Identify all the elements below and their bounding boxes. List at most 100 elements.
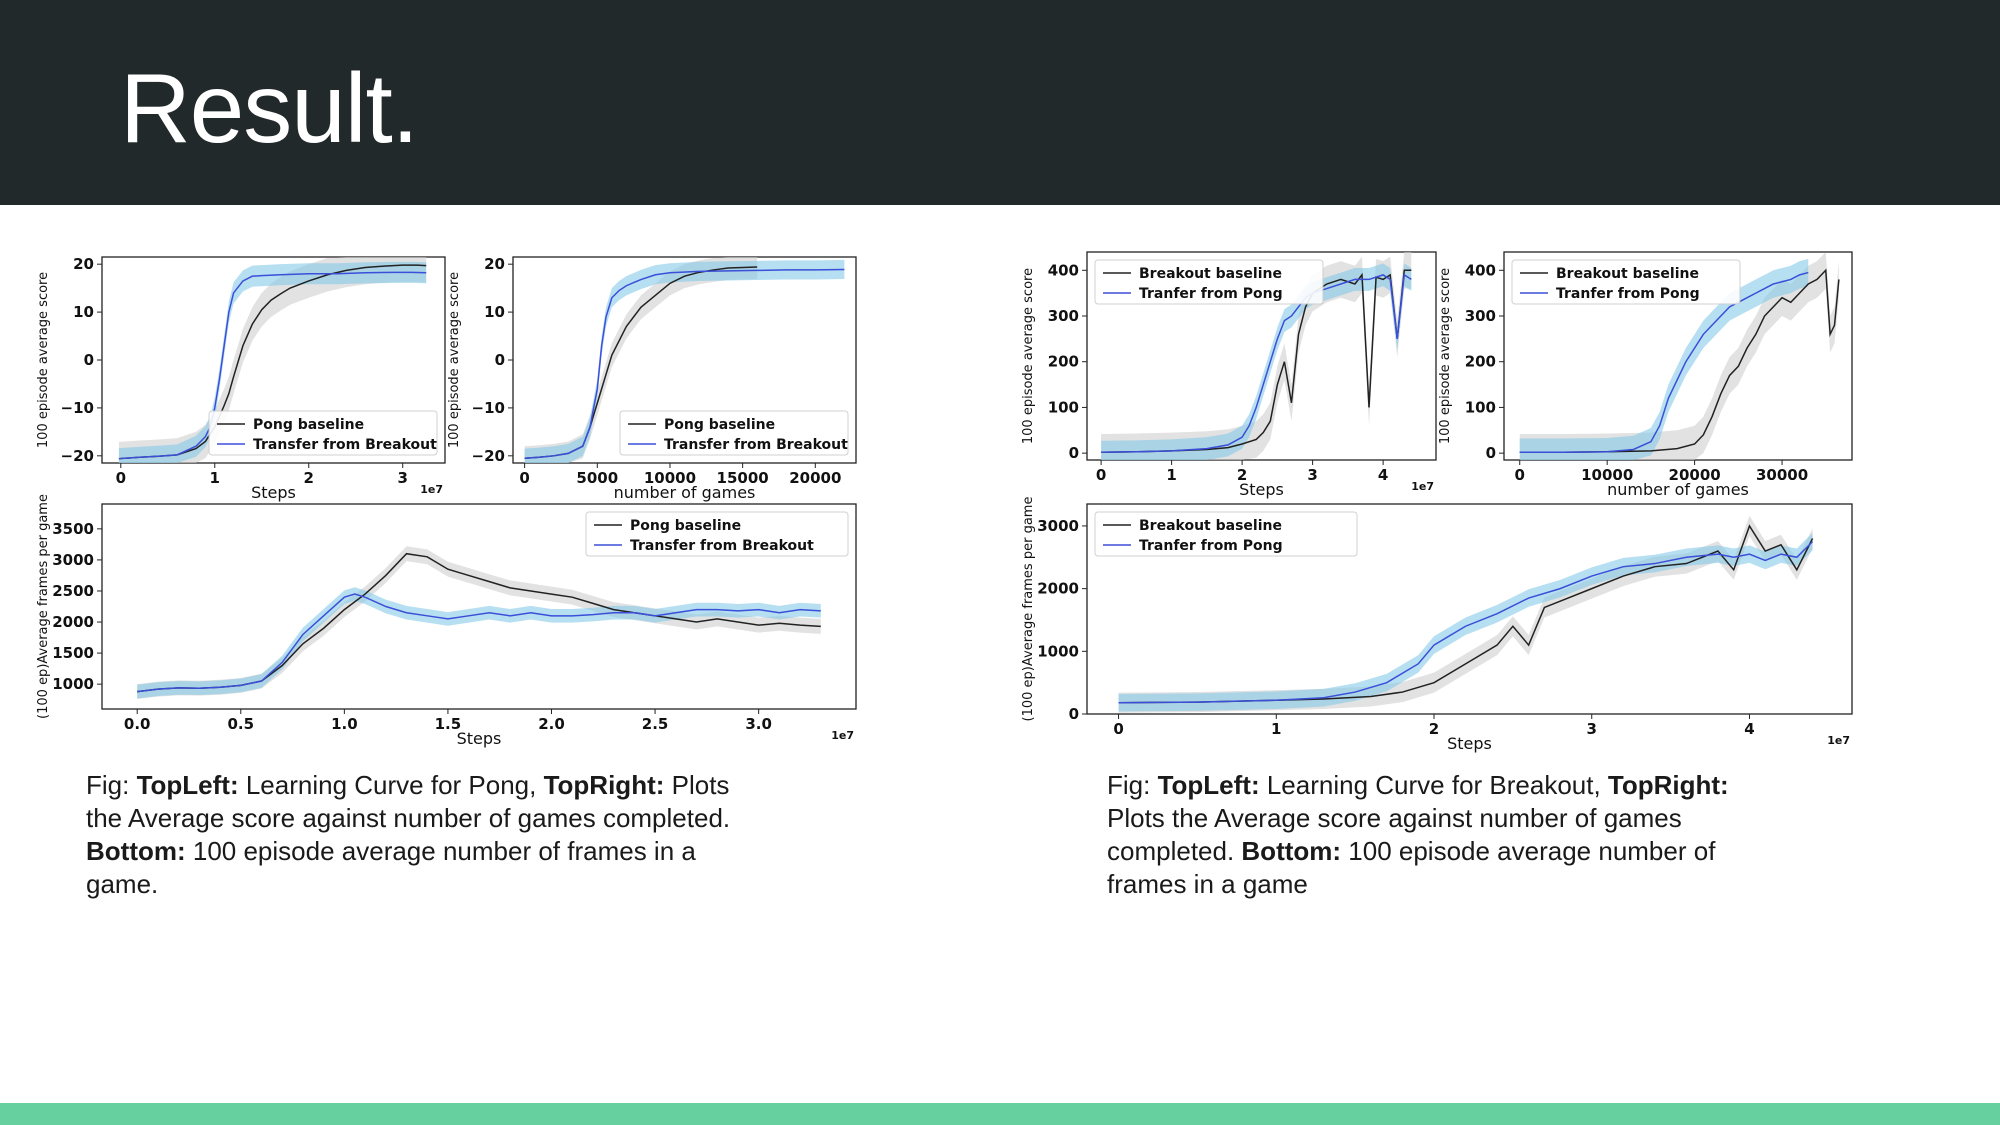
legend-label: Tranfer from Pong [1556,286,1700,302]
x-tick-label: 0 [1113,720,1123,738]
y-tick-label: 2000 [1037,580,1079,598]
series-line [137,593,821,693]
x-tick-label: 0 [519,469,529,487]
x-tick-label: 20000 [1669,466,1721,484]
legend-label: Breakout baseline [1139,518,1282,534]
legend-label: Pong baseline [253,417,364,433]
y-tick-label: 400 [1465,261,1496,279]
legend-label: Pong baseline [630,518,741,534]
x-axis-label: Steps [1239,480,1284,499]
y-tick-label: 10 [484,303,505,321]
legend-box [1094,259,1324,305]
x-tick-label: 30000 [1756,466,1808,484]
x-tick-label: 3.0 [745,715,772,733]
legend-label: Pong baseline [664,417,775,433]
caption-bold-topright: TopRight: [543,770,665,800]
y-tick-label: 3000 [1037,517,1079,535]
series-line [118,271,427,460]
y-tick-label: 3000 [52,551,94,569]
caption-bold-topright: TopRight: [1607,770,1729,800]
y-tick-label: 2500 [52,582,94,600]
y-tick-label: 100 [1048,398,1079,416]
y-tick-label: −10 [61,399,94,417]
legend-label: Breakout baseline [1556,266,1699,282]
x-tick-label: 5000 [576,469,618,487]
x-tick-label: 3 [1587,720,1597,738]
x-tick-label: 0.0 [124,715,151,733]
legend-box [1511,259,1741,305]
legend: Breakout baseline Tranfer from Pong [1094,511,1358,557]
legend-label: Transfer from Breakout [664,437,848,453]
x-tick-label: 1 [1271,720,1281,738]
x-tick-label: 3 [397,469,407,487]
caption-bold-topleft: TopLeft: [136,770,239,800]
caption-text: Plots the Average score against number o… [1107,803,1682,866]
y-tick-label: 0 [1069,444,1079,462]
legend-label: Breakout baseline [1139,266,1282,282]
x-tick-label: 1.0 [331,715,358,733]
x-axis-label: number of games [614,483,756,502]
caption-prefix: Fig: [1107,770,1158,800]
y-tick-label: 10 [73,303,94,321]
series-line [524,268,845,459]
pong-frames-group: 0.0 0.5 1.0 1.5 2.0 2.5 3.0 1000 1500 2000 2500 300… [36,494,857,748]
caption-bold-topleft: TopLeft: [1157,770,1260,800]
x-offset-label: 1e7 [420,483,443,496]
x-tick-label: 2 [304,469,314,487]
x-offset-label: 1e7 [831,729,854,742]
legend: Pong baseline Transfer from Breakout [619,410,849,456]
x-tick-label: 4 [1378,466,1388,484]
caption-text: 100 episode average number of frames in … [86,836,696,899]
y-tick-label: 300 [1465,307,1496,325]
series-line [1519,268,1840,453]
y-tick-label: 1000 [52,675,94,693]
y-tick-label: 300 [1048,307,1079,325]
left-caption: Fig: TopLeft: Learning Curve for Pong, T… [86,769,766,901]
series-line [1118,541,1814,704]
caption-text: Learning Curve for Breakout, [1259,770,1608,800]
legend-box [1094,511,1358,557]
x-axis-label: Steps [1447,734,1492,753]
x-offset-label: 1e7 [1411,480,1434,493]
legend: Breakout baseline Tranfer from Pong [1094,259,1324,305]
legend-box [208,410,438,456]
title-bar: Result. [0,0,2000,205]
y-tick-label: 20 [73,255,94,273]
x-tick-label: 0 [1096,466,1106,484]
x-tick-label: 20000 [789,469,841,487]
y-tick-label: 1000 [1037,642,1079,660]
slide-title: Result. [120,53,419,163]
y-axis-label: 100 episode average score [1438,268,1453,444]
caption-text: 100 episode average number of frames in … [1107,836,1716,899]
y-tick-label: 200 [1465,353,1496,371]
series-line [1118,524,1814,704]
pong-steps-group: 0 1 2 3 −20 −10 0 10 20 Steps 100 episode average … [36,255,446,502]
caption-text: Learning Curve for Pong, [238,770,544,800]
y-tick-label: 200 [1048,353,1079,371]
x-tick-label: 3 [1307,466,1317,484]
y-axis-label: 100 episode average score [447,272,462,448]
y-tick-label: 400 [1048,261,1079,279]
legend-label: Tranfer from Pong [1139,286,1283,302]
y-tick-label: 0 [1069,705,1079,723]
legend-label: Transfer from Breakout [253,437,437,453]
legend: Pong baseline Transfer from Breakout [585,511,849,557]
series-band [1101,263,1412,460]
y-axis-label: (100 ep)Average frames per game [36,494,51,719]
right-caption: Fig: TopLeft: Learning Curve for Breakou… [1107,769,1787,901]
series-line [1101,269,1412,453]
x-tick-label: 0 [1515,466,1525,484]
y-axis-label: 100 episode average score [1021,268,1036,444]
x-tick-label: 1 [1166,466,1176,484]
series-band [1519,258,1809,460]
series-band [1118,532,1813,712]
legend-box [619,410,849,456]
y-tick-label: 3500 [52,520,94,538]
x-tick-label: 0 [116,469,126,487]
x-tick-label: 2.0 [538,715,565,733]
breakout-games-group: 0 10000 20000 30000 0 100 200 300 400 number of g… [1438,251,1853,499]
y-tick-label: 0 [1486,444,1496,462]
x-tick-label: 10000 [1581,466,1633,484]
x-axis-label: Steps [251,483,296,502]
